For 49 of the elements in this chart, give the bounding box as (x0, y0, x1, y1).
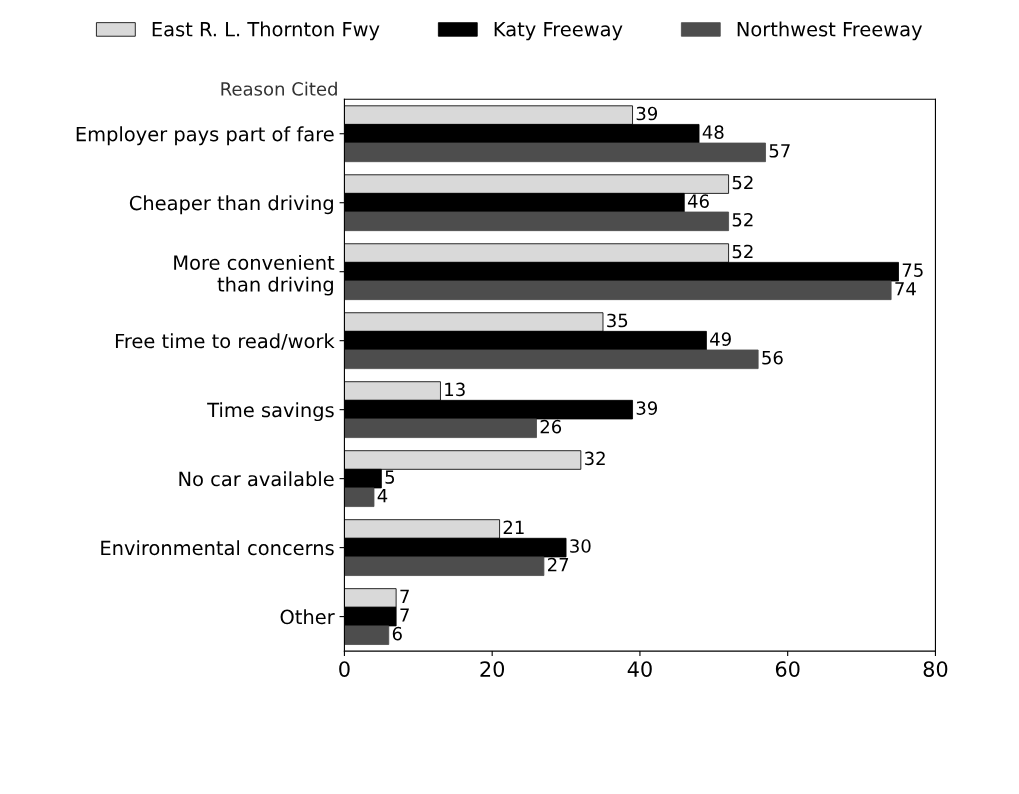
data-label: 46 (687, 194, 709, 208)
data-label: 5 (385, 470, 395, 484)
data-label: 49 (710, 332, 731, 346)
data-label: 52 (732, 175, 753, 190)
data-label: 32 (584, 451, 605, 466)
y-tick-label: More convenient than driving (174, 254, 335, 296)
data-label: 27 (547, 557, 569, 572)
y-tick-label: Cheaper than driving (129, 195, 333, 215)
bar (344, 625, 390, 645)
data-label: 56 (762, 350, 783, 365)
bar (344, 142, 766, 163)
x-tick-label: 60 (775, 661, 800, 677)
data-label: 26 (540, 419, 562, 434)
data-label: 13 (445, 382, 465, 397)
data-label: 39 (636, 106, 658, 121)
y-tick-label: No car available (179, 471, 334, 487)
x-tick-label: 20 (480, 661, 505, 677)
bar (344, 556, 545, 576)
data-label: 75 (902, 263, 923, 277)
data-label: 39 (636, 401, 658, 415)
data-label: 35 (607, 313, 628, 328)
data-label: 7 (400, 608, 409, 622)
legend-label: Katy Freeway (494, 22, 623, 41)
bar (344, 487, 375, 507)
bar (344, 349, 759, 370)
x-tick-label: 80 (923, 661, 948, 677)
bar (344, 211, 730, 232)
y-tick-label: Employer pays part of fare (76, 126, 334, 146)
data-label: 48 (702, 125, 724, 139)
data-label: 52 (732, 212, 753, 227)
data-label: 52 (732, 244, 753, 259)
y-axis-title: Reason Cited (221, 81, 337, 96)
data-label: 74 (895, 282, 916, 296)
data-label: 4 (377, 489, 388, 503)
data-label: 30 (570, 539, 591, 553)
bar (344, 280, 892, 301)
y-tick-label: Environmental concerns (101, 540, 334, 556)
legend-label: Northwest Freeway (737, 21, 923, 41)
data-label: 21 (503, 520, 524, 534)
y-tick-label: Other (280, 609, 335, 625)
bar (344, 418, 537, 439)
data-label: 6 (392, 626, 402, 641)
x-tick-label: 0 (339, 661, 350, 677)
data-label: 57 (769, 144, 790, 158)
legend-label: East R. L. Thornton Fwy (152, 21, 380, 41)
y-tick-label: Time savings (207, 402, 334, 422)
x-tick-label: 40 (627, 661, 652, 677)
y-tick-label: Free time to read/work (115, 333, 335, 350)
data-label: 7 (400, 589, 409, 603)
